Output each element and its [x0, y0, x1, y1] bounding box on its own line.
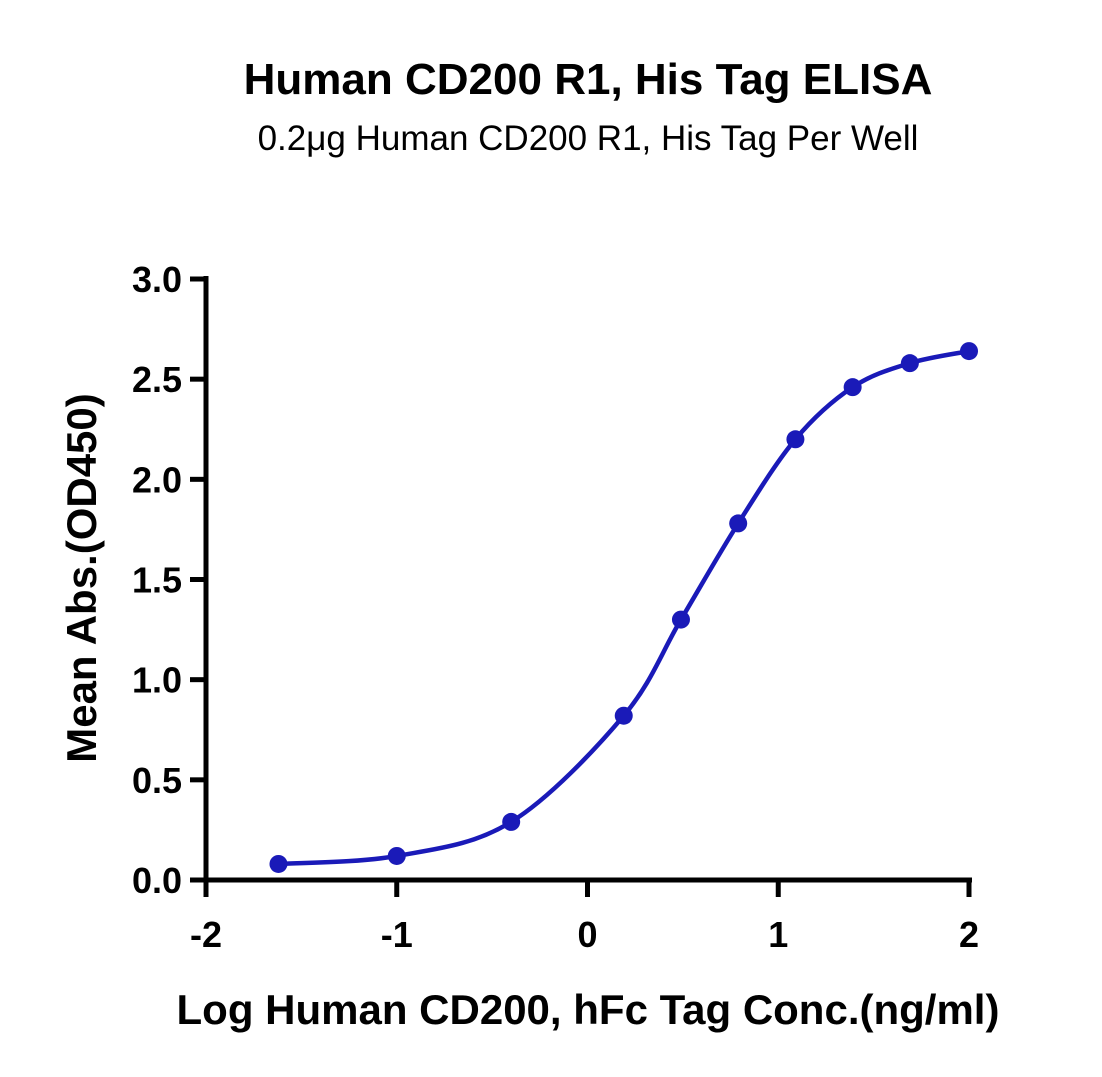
data-point — [614, 706, 633, 725]
x-tick-label: 2 — [959, 914, 979, 955]
x-tick-label: -1 — [381, 914, 413, 955]
y-tick-label: 3.0 — [132, 259, 182, 300]
data-point — [843, 378, 862, 397]
y-tick-label: 1.5 — [132, 560, 182, 601]
chart-title: Human CD200 R1, His Tag ELISA — [244, 55, 933, 104]
y-axis-label: Mean Abs.(OD450) — [58, 393, 105, 763]
data-point — [502, 812, 521, 831]
y-tick-label: 2.5 — [132, 359, 182, 400]
data-point — [387, 846, 406, 865]
y-tick-label: 1.0 — [132, 660, 182, 701]
y-tick-label: 0.0 — [132, 860, 182, 901]
plot-series — [269, 342, 978, 873]
x-axis-ticks: -2 -1 0 1 2 — [190, 880, 979, 955]
data-point — [900, 354, 919, 373]
x-tick-label: -2 — [190, 914, 222, 955]
chart-subtitle: 0.2μg Human CD200 R1, His Tag Per Well — [258, 119, 919, 158]
data-point — [269, 854, 288, 873]
data-point — [729, 514, 748, 533]
y-axis: 0.0 0.5 1.0 1.5 2.0 2.5 3.0 — [132, 259, 209, 901]
x-tick-label: 1 — [768, 914, 788, 955]
y-tick-label: 2.0 — [132, 459, 182, 500]
x-axis-label: Log Human CD200, hFc Tag Conc.(ng/ml) — [177, 986, 1000, 1033]
data-point — [786, 430, 805, 449]
x-tick-label: 0 — [577, 914, 597, 955]
data-point — [960, 342, 978, 361]
data-point — [671, 610, 690, 629]
fit-curve-line — [276, 348, 972, 867]
y-axis-ticks: 0.0 0.5 1.0 1.5 2.0 2.5 3.0 — [132, 259, 206, 901]
x-axis: -2 -1 0 1 2 — [190, 877, 979, 955]
y-tick-label: 0.5 — [132, 760, 182, 801]
